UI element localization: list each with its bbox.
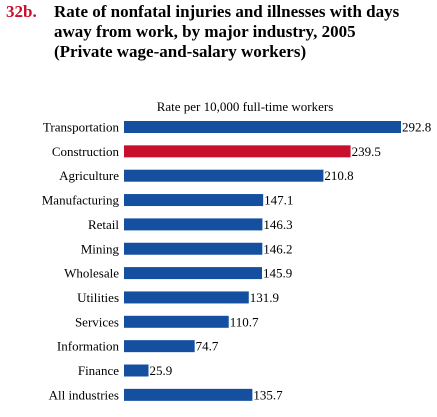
bar <box>124 194 264 207</box>
bar <box>124 145 351 158</box>
category-label: Manufacturing <box>42 193 120 208</box>
value-label: 210.8 <box>324 168 353 183</box>
bar <box>124 388 253 401</box>
category-label: All industries <box>49 387 119 402</box>
value-label: 131.9 <box>250 290 279 305</box>
value-label: 146.2 <box>263 241 292 256</box>
chart-subtitle: Rate per 10,000 full-time workers <box>157 99 334 114</box>
category-label: Transportation <box>43 120 120 135</box>
value-label: 145.9 <box>263 266 292 281</box>
category-label: Utilities <box>77 290 119 305</box>
bar <box>124 364 149 377</box>
bar <box>124 340 195 353</box>
bars-group: Transportation 292.8 Construction 239.5 Agri… <box>42 120 432 403</box>
figure-label: 32b. <box>6 2 37 21</box>
category-label: Services <box>75 314 119 329</box>
value-label: 239.5 <box>352 144 381 159</box>
bar <box>124 121 401 133</box>
value-label: 147.1 <box>264 193 293 208</box>
category-label: Construction <box>52 144 120 159</box>
value-label: 146.3 <box>263 217 292 232</box>
category-label: Information <box>57 339 120 354</box>
value-label: 110.7 <box>230 314 259 329</box>
bar <box>124 267 263 280</box>
category-label: Finance <box>78 363 119 378</box>
bar <box>124 242 263 255</box>
bar <box>124 218 263 231</box>
value-label: 74.7 <box>196 339 219 354</box>
bar <box>124 291 249 304</box>
category-label: Wholesale <box>64 266 119 281</box>
value-label: 135.7 <box>253 387 283 402</box>
category-label: Mining <box>81 241 120 256</box>
value-label: 25.9 <box>150 363 173 378</box>
value-label: 292.8 <box>402 120 431 135</box>
chart-title-line-2: away from work, by major industry, 2005 <box>54 22 356 41</box>
bar <box>124 169 324 182</box>
chart-title-line-1: Rate of nonfatal injuries and illnesses … <box>54 2 400 21</box>
chart-title-line-3: (Private wage-and-salary workers) <box>54 42 307 61</box>
category-label: Retail <box>88 217 119 232</box>
bar <box>124 315 229 328</box>
category-label: Agriculture <box>59 168 119 183</box>
